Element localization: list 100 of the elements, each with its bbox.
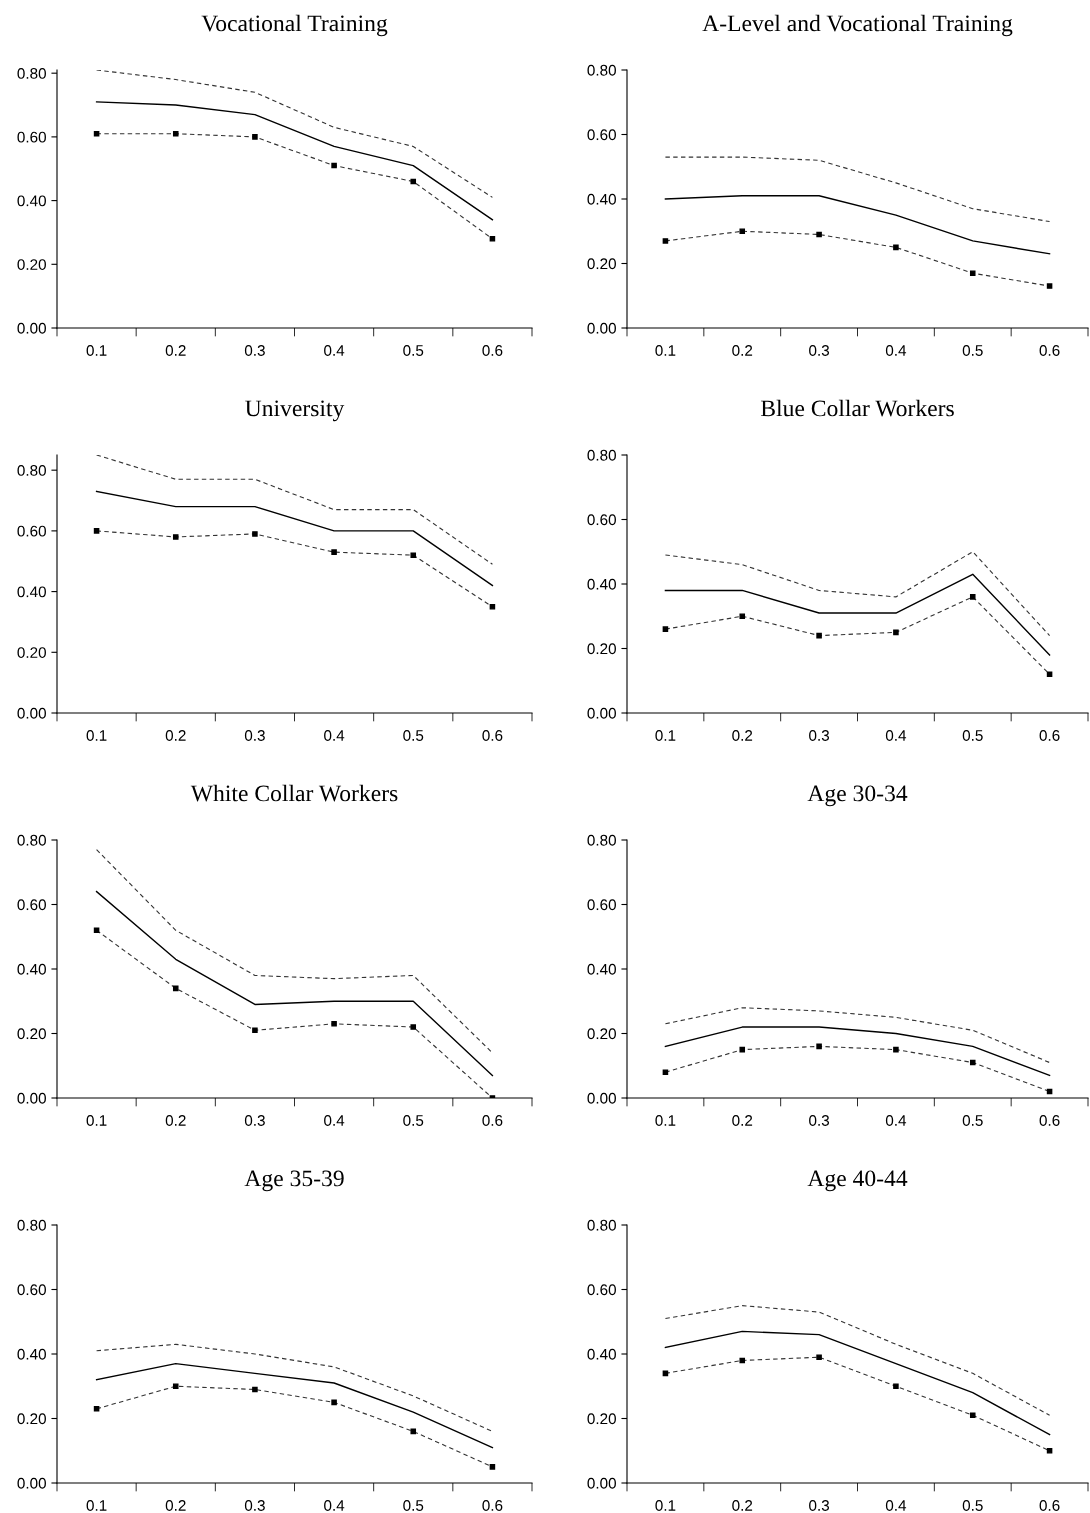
y-tick-label: 0.80 [17, 1219, 46, 1231]
line-series [664, 1305, 1051, 1416]
x-tick-label: 0.4 [324, 1500, 345, 1511]
y-tick-label: 0.40 [587, 1348, 616, 1360]
y-tick-label: 0.00 [17, 322, 46, 334]
y-tick-label: 0.60 [17, 131, 46, 143]
line-series [664, 573, 1051, 656]
x-tick-label: 0.3 [244, 730, 265, 741]
line-series [664, 551, 1051, 637]
y-tick-label: 0.00 [587, 1092, 616, 1104]
y-tick-label: 0.60 [17, 525, 46, 537]
line-series [95, 890, 494, 1077]
line-series [664, 1007, 1051, 1064]
chart-title: Blue Collar Workers [760, 399, 954, 417]
line-series [96, 455, 493, 565]
x-tick-label: 0.2 [165, 730, 186, 741]
x-tick-label: 0.4 [324, 1115, 345, 1126]
chart-title: Age 35-39 [244, 1170, 344, 1192]
y-tick-label: 0.20 [17, 1413, 46, 1425]
x-tick-label: 0.4 [885, 1115, 907, 1126]
x-tick-label: 0.1 [86, 345, 107, 356]
x-tick-label: 0.2 [165, 1115, 186, 1126]
y-tick-label: 0.80 [587, 1219, 616, 1231]
x-tick-label: 0.3 [809, 730, 830, 741]
x-tick-label: 0.5 [403, 345, 424, 356]
x-tick-label: 0.2 [165, 1500, 186, 1511]
x-tick-label: 0.2 [165, 345, 186, 356]
x-tick-label: 0.3 [244, 345, 265, 356]
chart-title: Vocational Training [201, 14, 388, 37]
y-tick-label: 0.80 [17, 834, 46, 846]
x-tick-label: 0.3 [809, 1500, 830, 1511]
y-tick-label: 0.80 [587, 449, 616, 461]
y-tick-label: 0.40 [587, 578, 616, 590]
y-tick-label: 0.40 [17, 195, 46, 207]
y-tick-label: 0.00 [587, 322, 616, 334]
y-tick-label: 0.80 [587, 834, 616, 846]
x-tick-label: 0.4 [885, 1500, 907, 1511]
x-tick-label: 0.2 [732, 345, 753, 356]
x-tick-label: 0.5 [403, 1500, 424, 1511]
line-series [96, 70, 493, 198]
x-tick-label: 0.1 [655, 1115, 676, 1126]
y-tick-label: 0.60 [587, 1284, 616, 1296]
x-tick-label: 0.6 [482, 345, 503, 356]
x-tick-label: 0.3 [244, 1115, 265, 1126]
chart-title: Age 30-34 [807, 785, 908, 807]
y-tick-label: 0.20 [17, 647, 46, 658]
y-tick-label: 0.60 [587, 129, 616, 141]
x-tick-label: 0.2 [732, 1115, 753, 1126]
y-tick-label: 0.20 [587, 1413, 616, 1425]
chart-title: Age 40-44 [807, 1170, 908, 1192]
y-tick-label: 0.40 [17, 586, 46, 598]
y-tick-label: 0.60 [17, 899, 46, 911]
line-series [664, 1330, 1051, 1436]
x-tick-label: 0.1 [86, 730, 107, 741]
y-tick-label: 0.40 [587, 963, 616, 975]
chart-title: White Collar Workers [190, 784, 398, 802]
y-tick-label: 0.60 [17, 1284, 46, 1296]
x-tick-label: 0.6 [1039, 345, 1060, 356]
y-tick-label: 0.00 [17, 1477, 46, 1489]
y-tick-label: 0.20 [17, 259, 46, 270]
x-tick-label: 0.1 [655, 1500, 676, 1511]
x-tick-label: 0.6 [482, 730, 503, 741]
x-tick-label: 0.3 [809, 1115, 830, 1126]
y-tick-label: 0.20 [587, 643, 616, 655]
x-tick-label: 0.6 [1039, 1500, 1060, 1511]
line-series [664, 1026, 1051, 1077]
y-tick-label: 0.80 [17, 68, 46, 79]
y-tick-label: 0.20 [587, 1028, 616, 1040]
x-tick-label: 0.3 [809, 345, 830, 356]
chart-title: University [245, 400, 345, 422]
line-series [96, 849, 493, 1054]
x-tick-label: 0.2 [732, 730, 753, 741]
x-tick-label: 0.1 [655, 345, 676, 356]
line-series [95, 1362, 494, 1449]
x-tick-label: 0.1 [86, 1115, 107, 1126]
x-tick-label: 0.6 [1039, 730, 1060, 741]
line-series [95, 101, 494, 221]
y-tick-label: 0.80 [587, 64, 616, 76]
y-tick-label: 0.60 [587, 514, 616, 526]
y-tick-label: 0.20 [17, 1028, 46, 1040]
y-tick-label: 0.60 [587, 899, 616, 911]
x-tick-label: 0.5 [962, 345, 983, 356]
x-tick-label: 0.4 [324, 345, 345, 356]
x-tick-label: 0.6 [1039, 1115, 1060, 1126]
y-tick-label: 0.40 [587, 193, 616, 205]
x-tick-label: 0.2 [732, 1500, 753, 1511]
y-tick-label: 0.00 [587, 707, 616, 719]
x-tick-label: 0.4 [324, 730, 345, 741]
y-tick-label: 0.80 [17, 465, 46, 476]
x-tick-label: 0.1 [655, 730, 676, 741]
x-tick-label: 0.5 [403, 1115, 424, 1126]
chart-title: A-Level and Vocational Training [702, 14, 1013, 37]
line-series [95, 490, 494, 587]
x-tick-label: 0.6 [482, 1500, 503, 1511]
x-tick-label: 0.1 [86, 1500, 107, 1511]
y-tick-label: 0.00 [587, 1477, 616, 1489]
y-tick-label: 0.00 [17, 707, 46, 719]
line-series [96, 1343, 493, 1432]
y-tick-label: 0.40 [17, 1348, 46, 1360]
line-series [664, 156, 1051, 223]
